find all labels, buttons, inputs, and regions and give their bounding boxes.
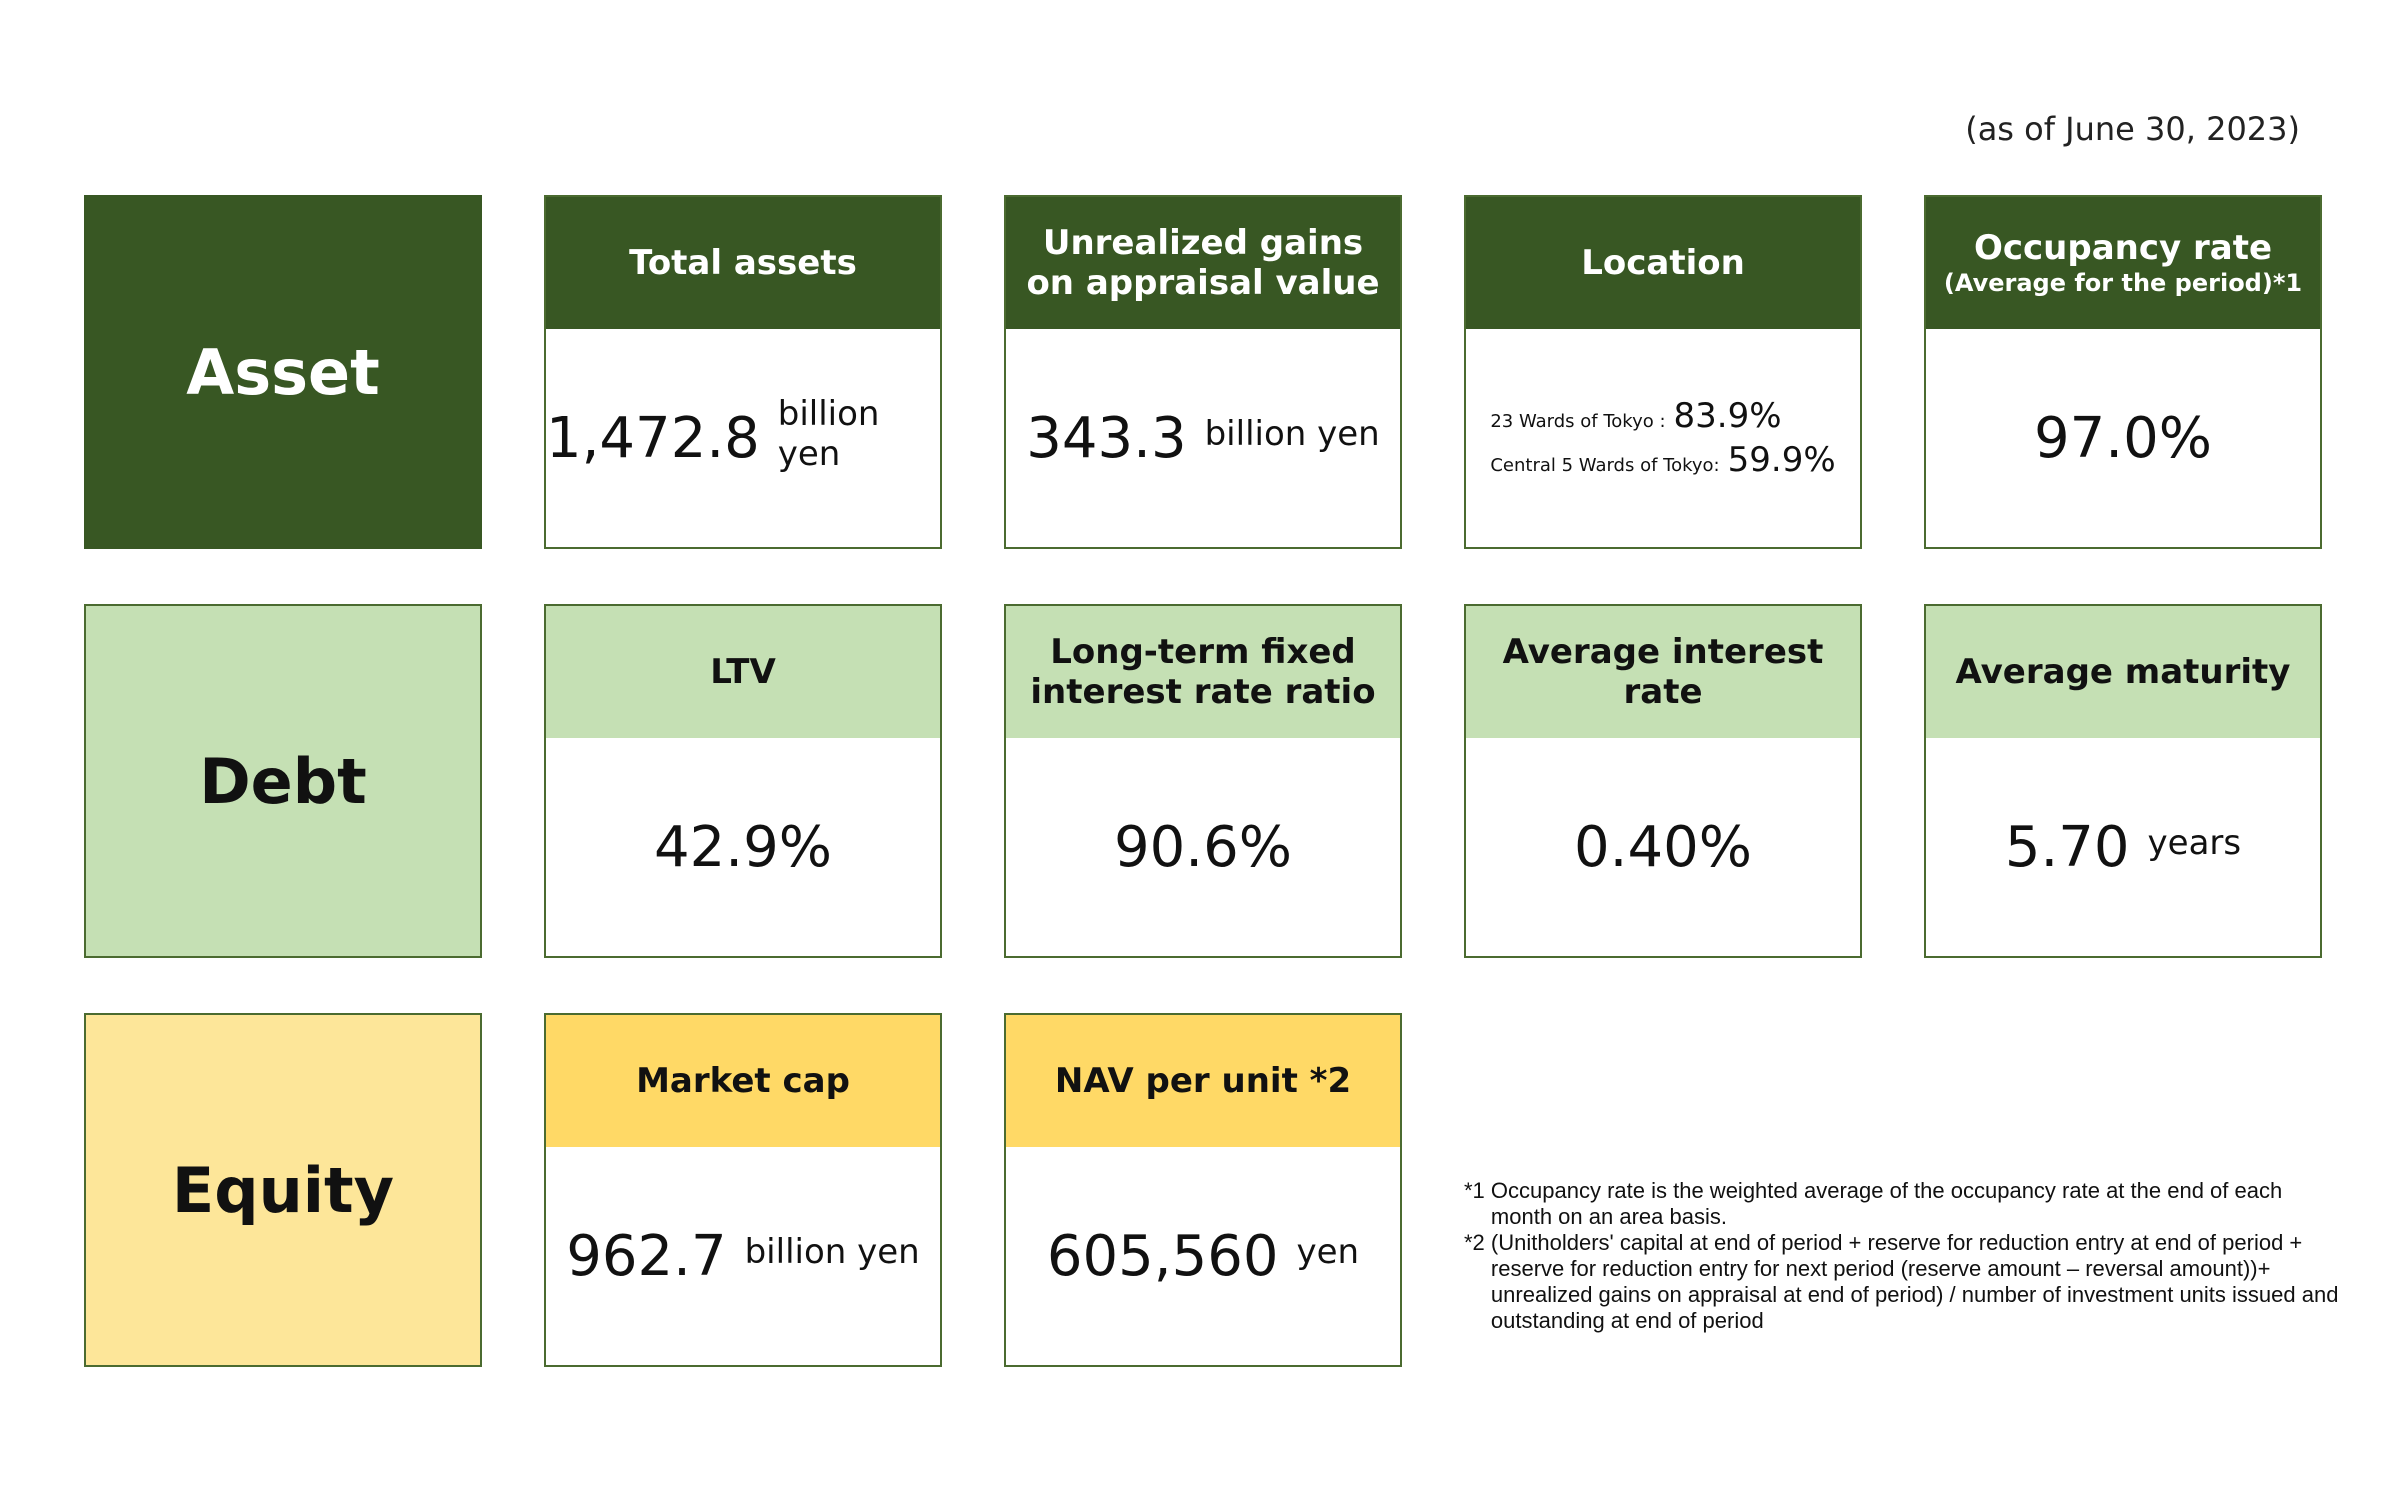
footnote-text: Occupancy rate is the weighted average o… xyxy=(1490,1178,2283,1229)
footnote-marker: *2 xyxy=(1464,1230,1491,1255)
card-body: 90.6% xyxy=(1006,738,1400,956)
metric-unit: years xyxy=(2147,823,2242,863)
footnote-text: (Unitholders' capital at end of period +… xyxy=(1490,1230,2339,1333)
card-header: Occupancy rate (Average for the period)*… xyxy=(1926,197,2320,329)
card-title-line1: Unrealized gains xyxy=(1042,223,1364,263)
card-title-line1: Long-term fixed xyxy=(1050,632,1356,672)
metric-value: 343.3 xyxy=(1026,405,1187,471)
metric-unit: billion yen xyxy=(1204,414,1380,454)
card-header: Total assets xyxy=(546,197,940,329)
card-header: Unrealized gains on appraisal value xyxy=(1006,197,1400,329)
card-header: NAV per unit *2 xyxy=(1006,1015,1400,1147)
metric-value: 5.70 xyxy=(2004,814,2130,880)
occupancy-rate-card: Occupancy rate (Average for the period)*… xyxy=(1924,195,2322,549)
card-title-line2: on appraisal value xyxy=(1026,263,1380,303)
location-row-23-wards: 23 Wards of Tokyo : 83.9% xyxy=(1490,396,1781,436)
equity-category-label: Equity xyxy=(84,1013,482,1367)
card-header: LTV xyxy=(546,606,940,738)
location-label: Central 5 Wards of Tokyo: xyxy=(1490,455,1720,476)
as-of-date: (as of June 30, 2023) xyxy=(1965,110,2300,148)
card-body: 42.9% xyxy=(546,738,940,956)
metric-unit: billion yen xyxy=(744,1232,920,1272)
card-title: NAV per unit *2 xyxy=(1054,1061,1352,1101)
nav-per-unit-card: NAV per unit *2 605,560 yen xyxy=(1004,1013,1402,1367)
location-value: 59.9% xyxy=(1727,440,1836,480)
card-title: Average interest rate xyxy=(1502,632,1824,712)
fixed-rate-ratio-card: Long-term fixed interest rate ratio 90.6… xyxy=(1004,604,1402,958)
footnotes: *1 Occupancy rate is the weighted averag… xyxy=(1464,1178,2344,1334)
card-header: Long-term fixed interest rate ratio xyxy=(1006,606,1400,738)
total-assets-card: Total assets 1,472.8 billion yen xyxy=(544,195,942,549)
card-title: Market cap xyxy=(636,1061,850,1101)
metric-value: 962.7 xyxy=(566,1223,727,1289)
card-title: Average maturity xyxy=(1955,652,2291,692)
card-body: 962.7 billion yen xyxy=(546,1147,940,1365)
ltv-card: LTV 42.9% xyxy=(544,604,942,958)
location-breakdown: 23 Wards of Tokyo : 83.9% Central 5 Ward… xyxy=(1490,396,1835,480)
card-title: Occupancy rate xyxy=(1973,228,2273,268)
metric-value: 0.40% xyxy=(1574,814,1752,880)
card-header: Market cap xyxy=(546,1015,940,1147)
metric-unit: yen xyxy=(1296,1232,1360,1272)
asset-category-label: Asset xyxy=(84,195,482,549)
metric-value: 97.0% xyxy=(2034,405,2212,471)
metric-value: 90.6% xyxy=(1114,814,1292,880)
card-subtitle: (Average for the period)*1 xyxy=(1943,269,2303,297)
footnote-1: *1 Occupancy rate is the weighted averag… xyxy=(1464,1178,2344,1230)
average-maturity-card: Average maturity 5.70 years xyxy=(1924,604,2322,958)
metric-value: 605,560 xyxy=(1046,1223,1279,1289)
metric-value: 42.9% xyxy=(654,814,832,880)
metric-value: 1,472.8 xyxy=(546,405,760,471)
location-label: 23 Wards of Tokyo : xyxy=(1490,411,1666,432)
average-interest-rate-card: Average interest rate 0.40% xyxy=(1464,604,1862,958)
card-title: LTV xyxy=(710,652,776,692)
location-value: 83.9% xyxy=(1673,396,1782,436)
card-body: 605,560 yen xyxy=(1006,1147,1400,1365)
metric-unit: billion yen xyxy=(777,394,880,474)
market-cap-card: Market cap 962.7 billion yen xyxy=(544,1013,942,1367)
card-header: Location xyxy=(1466,197,1860,329)
card-title-line2: interest rate ratio xyxy=(1030,672,1376,712)
card-title: Location xyxy=(1581,243,1745,283)
card-body: 1,472.8 billion yen xyxy=(546,329,940,547)
card-body: 343.3 billion yen xyxy=(1006,329,1400,547)
card-body: 0.40% xyxy=(1466,738,1860,956)
footnote-2: *2 (Unitholders' capital at end of perio… xyxy=(1464,1230,2344,1334)
card-body: 97.0% xyxy=(1926,329,2320,547)
card-title: Total assets xyxy=(629,243,857,283)
location-row-central-5-wards: Central 5 Wards of Tokyo: 59.9% xyxy=(1490,440,1835,480)
unrealized-gains-card: Unrealized gains on appraisal value 343.… xyxy=(1004,195,1402,549)
footnote-marker: *1 xyxy=(1464,1178,1491,1203)
location-card: Location 23 Wards of Tokyo : 83.9% Centr… xyxy=(1464,195,1862,549)
card-body: 23 Wards of Tokyo : 83.9% Central 5 Ward… xyxy=(1466,329,1860,547)
card-body: 5.70 years xyxy=(1926,738,2320,956)
card-header: Average maturity xyxy=(1926,606,2320,738)
card-header: Average interest rate xyxy=(1466,606,1860,738)
debt-category-label: Debt xyxy=(84,604,482,958)
